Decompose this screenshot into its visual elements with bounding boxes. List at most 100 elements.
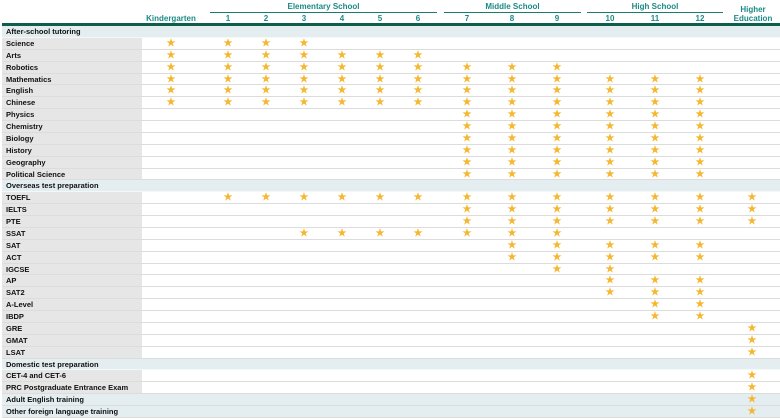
star-icon: ★ (299, 192, 309, 204)
column-header-1: 1 (225, 14, 231, 23)
star-icon: ★ (507, 85, 517, 97)
star-icon: ★ (507, 132, 517, 144)
star-icon: ★ (462, 121, 472, 132)
star-icon: ★ (695, 132, 705, 144)
star-icon: ★ (507, 97, 517, 109)
star-icon: ★ (605, 216, 615, 227)
row-label: Physics (2, 109, 142, 120)
column-header-8: 8 (509, 14, 515, 23)
star-icon: ★ (695, 156, 705, 168)
star-icon: ★ (695, 239, 705, 251)
star-icon: ★ (337, 97, 347, 109)
row-label: English (2, 85, 142, 97)
star-icon: ★ (650, 299, 660, 311)
star-icon: ★ (261, 49, 271, 61)
row-label: Mathematics (2, 73, 142, 85)
star-icon: ★ (747, 406, 757, 417)
star-icon: ★ (695, 275, 705, 287)
row-label: Chemistry (2, 121, 142, 132)
course-table: After-school tutoring Science ★ ★ ★ ★ Arts ★ ★ ★ ★… (2, 26, 780, 418)
star-icon: ★ (695, 121, 705, 132)
column-header-12: 12 (695, 14, 705, 23)
star-icon: ★ (747, 216, 757, 227)
star-icon: ★ (650, 251, 660, 263)
star-icon: ★ (223, 73, 233, 85)
star-icon: ★ (552, 85, 562, 97)
table-row: AP ★ ★ ★ (2, 275, 780, 288)
star-icon: ★ (747, 370, 757, 382)
section-header-row: After-school tutoring (2, 26, 780, 38)
star-icon: ★ (552, 227, 562, 239)
star-icon: ★ (605, 251, 615, 263)
row-label: IBDP (2, 311, 142, 322)
star-icon: ★ (605, 144, 615, 156)
star-icon: ★ (605, 239, 615, 251)
star-icon: ★ (413, 49, 423, 61)
star-icon: ★ (747, 346, 757, 358)
row-label: SAT2 (2, 287, 142, 299)
star-icon: ★ (337, 192, 347, 204)
table-row: Political Science ★ ★ ★ ★ ★ ★ (2, 168, 780, 181)
section-header-row: Overseas test preparation (2, 180, 780, 193)
table-row: SAT2 ★ ★ ★ (2, 287, 780, 300)
star-icon: ★ (223, 192, 233, 204)
star-icon: ★ (695, 85, 705, 97)
star-icon: ★ (375, 227, 385, 239)
star-icon: ★ (462, 109, 472, 121)
star-icon: ★ (166, 49, 176, 61)
star-icon: ★ (413, 97, 423, 109)
row-label: PRC Postgraduate Entrance Exam (2, 382, 142, 394)
group-rule-middle (444, 12, 581, 13)
star-icon: ★ (552, 251, 562, 263)
star-icon: ★ (166, 73, 176, 85)
star-icon: ★ (552, 168, 562, 180)
star-icon: ★ (507, 216, 517, 227)
star-icon: ★ (650, 239, 660, 251)
star-icon: ★ (695, 73, 705, 85)
row-label: Arts (2, 49, 142, 61)
star-icon: ★ (695, 287, 705, 299)
star-icon: ★ (299, 227, 309, 239)
star-icon: ★ (507, 144, 517, 156)
row-label: Adult English training (6, 395, 84, 405)
row-label: Science (2, 37, 142, 49)
table-row: GRE ★ (2, 322, 780, 335)
star-icon: ★ (261, 73, 271, 85)
column-header-9: 9 (554, 14, 560, 23)
star-icon: ★ (299, 49, 309, 61)
table-row: SSAT ★ ★ ★ ★ ★ ★ ★ (2, 227, 780, 240)
table-row: Biology ★ ★ ★ ★ ★ ★ (2, 132, 780, 145)
table-row: Adult English training ★ (2, 394, 780, 406)
table-row: ACT ★ ★ ★ ★ ★ (2, 251, 780, 264)
star-icon: ★ (650, 168, 660, 180)
star-icon: ★ (507, 121, 517, 132)
star-icon: ★ (375, 192, 385, 204)
star-icon: ★ (650, 73, 660, 85)
table-row: Robotics ★ ★ ★ ★ ★ ★ ★ ★ ★ ★ (2, 61, 780, 74)
row-label: AP (2, 275, 142, 287)
star-icon: ★ (299, 85, 309, 97)
star-icon: ★ (375, 61, 385, 73)
section-header-row: Domestic test preparation (2, 358, 780, 371)
row-label: Chinese (2, 97, 142, 109)
star-icon: ★ (462, 168, 472, 180)
table-row: IGCSE ★ ★ (2, 263, 780, 276)
star-icon: ★ (552, 73, 562, 85)
star-icon: ★ (462, 227, 472, 239)
row-label: TOEFL (2, 192, 142, 204)
star-icon: ★ (747, 204, 757, 216)
group-header-middle: Middle School (485, 2, 540, 11)
star-icon: ★ (605, 97, 615, 109)
star-icon: ★ (337, 73, 347, 85)
star-icon: ★ (650, 216, 660, 227)
column-header-6: 6 (415, 14, 421, 23)
star-icon: ★ (375, 97, 385, 109)
star-icon: ★ (375, 73, 385, 85)
star-icon: ★ (605, 168, 615, 180)
section-label: After-school tutoring (6, 27, 81, 36)
star-icon: ★ (375, 85, 385, 97)
table-row: SAT ★ ★ ★ ★ ★ (2, 239, 780, 252)
star-icon: ★ (223, 49, 233, 61)
star-icon: ★ (462, 85, 472, 97)
row-label: Biology (2, 132, 142, 144)
